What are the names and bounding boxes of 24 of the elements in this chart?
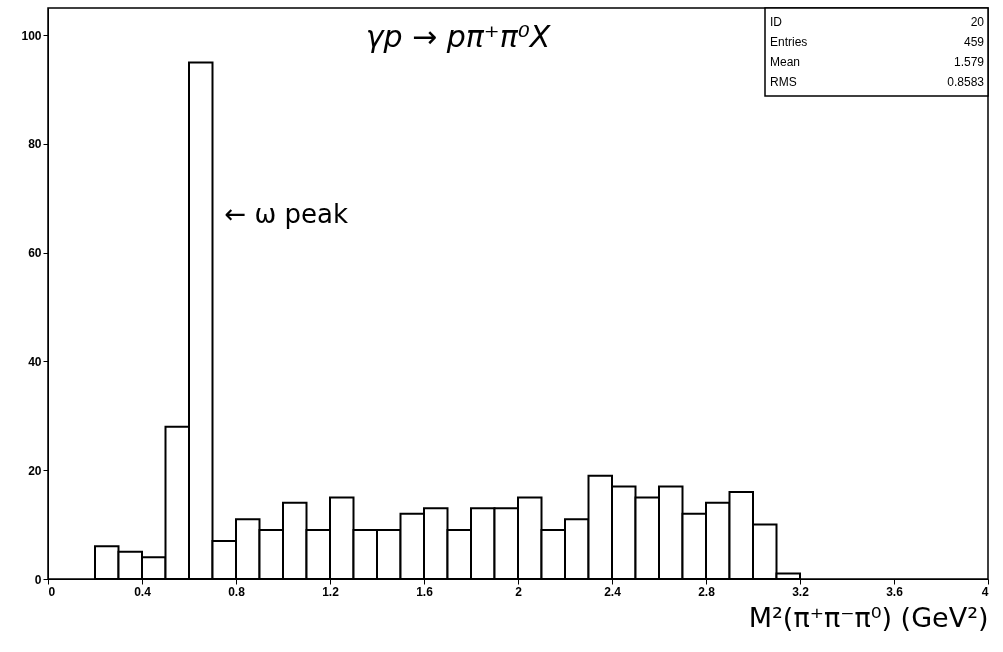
y-tick-label: 0 (34, 572, 42, 587)
text: RMS 0.8583 (770, 75, 984, 89)
x-tick-label: 1.2 (322, 584, 340, 599)
y-tick-label: 60 (28, 246, 42, 261)
x-tick-label: 2 (515, 584, 523, 599)
x-tick-label: 1.6 (416, 584, 434, 599)
annotation: ← ω peak (224, 198, 349, 229)
x-tick-label: 0.8 (228, 584, 246, 599)
y-tick-label: 20 (28, 463, 42, 478)
x-tick-label: 4 (981, 584, 989, 599)
text: Entries 459 (770, 35, 984, 49)
x-tick-label: 0 (48, 584, 56, 599)
x-tick-label: 0.4 (134, 584, 152, 599)
text: ID 20 (770, 15, 984, 29)
x-tick-label: 2.8 (698, 584, 716, 599)
y-tick-label: 80 (28, 137, 42, 152)
x-tick-label: 3.2 (792, 584, 810, 599)
y-tick-label: 40 (28, 354, 42, 369)
x-tick-label: 2.4 (604, 584, 622, 599)
x-tick-label: 3.6 (886, 584, 904, 599)
x-axis-title: M²(π⁺π⁻π⁰) (GeV²) (748, 601, 989, 633)
chart-title: γp → pπ⁺π⁰X (365, 19, 552, 54)
text: Mean 1.579 (770, 55, 984, 69)
y-tick-label: 100 (21, 28, 42, 43)
